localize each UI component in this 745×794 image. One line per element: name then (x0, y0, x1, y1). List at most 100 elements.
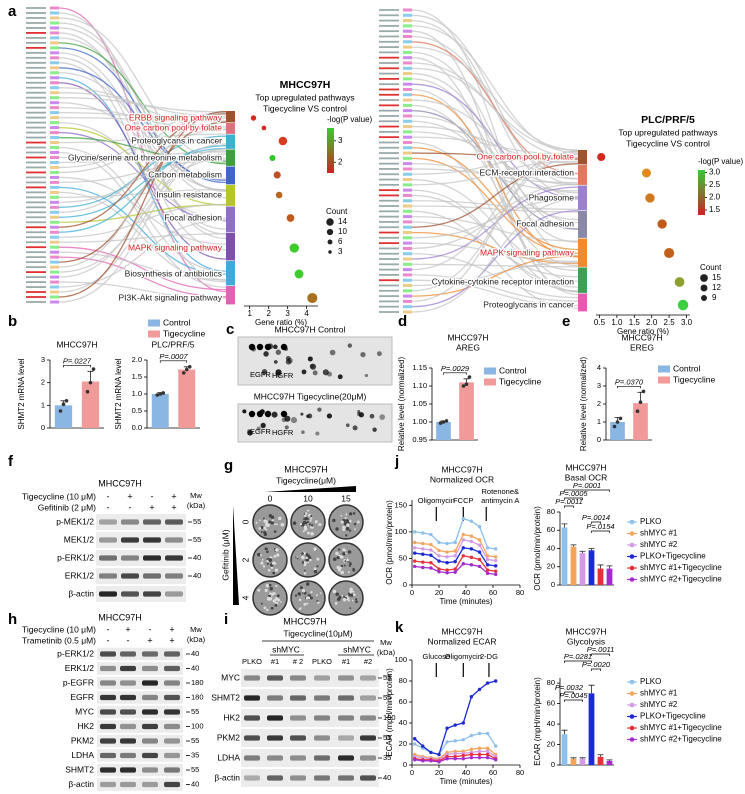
band (100, 767, 116, 773)
band (120, 767, 136, 773)
panel-letter: c (226, 321, 234, 338)
x-tick-label: 2 (266, 309, 271, 318)
colony (307, 594, 311, 597)
legend-label: shMYC #2+Tigecycline (640, 575, 722, 584)
gene-box (50, 36, 59, 40)
series-point (421, 541, 425, 546)
gene-box (403, 13, 412, 17)
series-point (477, 687, 482, 692)
gene-name (26, 101, 46, 104)
colony (276, 523, 278, 526)
gene-box (403, 8, 412, 12)
band (360, 675, 376, 681)
colony (342, 528, 346, 532)
bar (54, 405, 73, 428)
pathway-bar (578, 185, 587, 211)
colony (349, 529, 352, 532)
sankey-link (58, 256, 227, 298)
sankey-link (411, 215, 579, 242)
chart-title: Normalized ECAR (428, 636, 497, 646)
gene-box (403, 209, 412, 213)
gene-name (379, 295, 399, 298)
array-spot (275, 349, 282, 355)
p-value: P=.0370 (615, 377, 644, 386)
series-point (477, 749, 482, 754)
sankey-link (58, 148, 227, 293)
y-tick-label: 60 (547, 525, 555, 534)
band (164, 781, 180, 788)
x-tick-label: 1.5 (629, 318, 641, 327)
band (164, 665, 180, 672)
y-tick-label: 60 (547, 699, 555, 708)
array-spot (260, 422, 266, 429)
legend-label: shMYC #1 (640, 529, 678, 538)
band (314, 695, 330, 701)
gene-name (379, 194, 399, 197)
array-spot (247, 430, 253, 436)
gene-box (50, 151, 59, 155)
sankey-link (58, 233, 227, 243)
series-point (469, 755, 474, 760)
gene-box (403, 268, 412, 272)
band (165, 519, 183, 525)
colony (265, 584, 270, 588)
colony (301, 589, 306, 593)
array-spot (376, 351, 382, 357)
band-label: HK2 (77, 721, 94, 731)
blot-strip (97, 763, 183, 777)
size-key-label: 15 (712, 273, 721, 282)
gene-name (26, 146, 46, 149)
pathway-label: Proteoglycans in cancer (131, 135, 222, 145)
mw-label: 40 (191, 649, 199, 658)
colony (274, 597, 279, 601)
series-point (485, 681, 490, 685)
gene-name (379, 178, 399, 181)
x-tick-label: 20 (435, 588, 443, 597)
replicate-point (638, 400, 643, 405)
gene-name (26, 216, 46, 219)
series-point (469, 555, 474, 560)
gene-box (403, 61, 412, 65)
colony (305, 582, 310, 586)
gene-name (26, 12, 46, 14)
axis-label: Tigecycline(μM) (276, 475, 336, 485)
band-label: MEK1/2 (64, 534, 95, 544)
series-point (453, 757, 457, 761)
colony (257, 588, 261, 592)
colony (336, 597, 341, 602)
bar (606, 760, 613, 765)
gene-box (403, 310, 412, 314)
blot-strip (97, 691, 183, 704)
lane-label: PLKO (242, 657, 262, 666)
sankey-link (58, 121, 227, 263)
size-key-label: 14 (338, 217, 347, 226)
gene-name (379, 19, 399, 22)
blot-strip (241, 769, 379, 787)
condition-label: Tigecycline (10 μM) (22, 624, 96, 634)
gene-box (403, 204, 412, 208)
sankey-link (411, 183, 579, 250)
gene-box (50, 280, 59, 284)
colony (310, 517, 313, 520)
panel-letter: k (395, 619, 404, 636)
band (120, 694, 136, 701)
band (360, 755, 376, 761)
band (244, 775, 260, 781)
colony (303, 514, 307, 518)
replicate-point (464, 382, 469, 387)
gene-box (403, 29, 412, 33)
band (290, 755, 306, 761)
x-tick-label: 3 (285, 309, 290, 318)
sankey-link (411, 153, 579, 175)
y-tick-label: 100 (394, 527, 407, 536)
chart-title: MHCC97H (621, 332, 662, 342)
series-point (421, 552, 425, 556)
gene-name (26, 176, 46, 179)
dot (597, 152, 606, 162)
gene-name (26, 111, 46, 114)
gene-box (403, 114, 412, 118)
series-point (453, 540, 457, 545)
legend-swatch (148, 330, 160, 338)
band (360, 695, 376, 701)
blot-strip (97, 778, 183, 791)
